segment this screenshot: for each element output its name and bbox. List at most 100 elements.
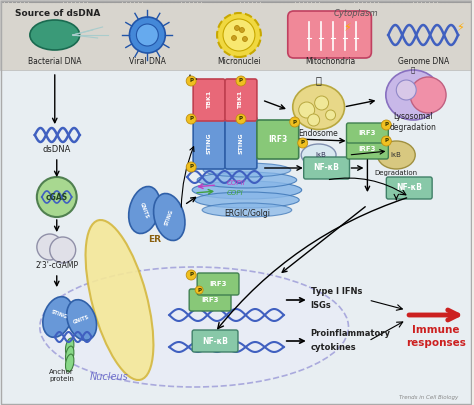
- Ellipse shape: [65, 338, 74, 356]
- Circle shape: [236, 76, 246, 86]
- Text: Degradation: Degradation: [375, 170, 418, 176]
- FancyBboxPatch shape: [346, 139, 388, 159]
- Text: NF-κB: NF-κB: [202, 337, 228, 345]
- Text: GNITS: GNITS: [139, 201, 150, 219]
- Ellipse shape: [40, 267, 348, 387]
- Text: STING: STING: [238, 132, 244, 154]
- FancyBboxPatch shape: [197, 273, 239, 295]
- Text: P: P: [301, 141, 305, 145]
- Text: dsDNA: dsDNA: [43, 145, 71, 154]
- Text: Viral DNA: Viral DNA: [129, 58, 166, 66]
- Text: Source of dsDNA: Source of dsDNA: [15, 9, 100, 19]
- FancyBboxPatch shape: [386, 177, 432, 199]
- Text: STING: STING: [207, 132, 211, 154]
- Circle shape: [50, 237, 76, 263]
- Text: 2'3'-cGAMP: 2'3'-cGAMP: [35, 260, 78, 269]
- Text: Nucleus: Nucleus: [90, 372, 129, 382]
- Text: P: P: [384, 122, 388, 128]
- Text: P: P: [189, 79, 193, 83]
- Text: cGAS: cGAS: [46, 192, 68, 202]
- Circle shape: [298, 138, 308, 148]
- Text: 🦋: 🦋: [411, 67, 415, 73]
- Ellipse shape: [301, 144, 336, 166]
- Circle shape: [382, 120, 392, 130]
- Circle shape: [239, 28, 245, 32]
- Ellipse shape: [65, 354, 74, 372]
- Text: IRF3: IRF3: [210, 281, 227, 287]
- Circle shape: [326, 110, 336, 120]
- Ellipse shape: [192, 181, 301, 199]
- Text: IκB: IκB: [391, 152, 402, 158]
- FancyBboxPatch shape: [189, 289, 231, 311]
- Text: ER: ER: [148, 235, 161, 245]
- Text: Mitochondria: Mitochondria: [305, 58, 356, 66]
- Text: P: P: [189, 273, 193, 277]
- Text: TBK1: TBK1: [238, 91, 244, 109]
- Text: ERGIC/Golgi: ERGIC/Golgi: [224, 209, 270, 217]
- Ellipse shape: [293, 85, 345, 130]
- FancyBboxPatch shape: [257, 120, 299, 159]
- Circle shape: [315, 96, 328, 110]
- Text: COPII: COPII: [227, 180, 246, 186]
- FancyBboxPatch shape: [304, 157, 349, 179]
- Text: IRF3: IRF3: [359, 146, 376, 152]
- Text: Lysosomal
degradation: Lysosomal degradation: [390, 112, 437, 132]
- Ellipse shape: [154, 194, 185, 241]
- Text: COPI: COPI: [227, 190, 244, 196]
- Text: P: P: [197, 288, 201, 292]
- Text: ISGs: ISGs: [310, 301, 331, 309]
- FancyBboxPatch shape: [193, 79, 225, 121]
- Text: P: P: [239, 117, 243, 121]
- Text: Bacterial DNA: Bacterial DNA: [28, 58, 82, 66]
- Ellipse shape: [128, 186, 160, 234]
- Circle shape: [308, 114, 319, 126]
- Text: Trends in Cell Biology: Trends in Cell Biology: [399, 395, 458, 400]
- Circle shape: [236, 114, 246, 124]
- Circle shape: [186, 270, 196, 280]
- FancyBboxPatch shape: [288, 11, 372, 58]
- Text: Anchor
protein: Anchor protein: [49, 369, 74, 382]
- Text: P: P: [189, 164, 193, 170]
- Circle shape: [195, 286, 203, 294]
- Ellipse shape: [43, 297, 73, 337]
- Ellipse shape: [197, 172, 297, 188]
- Text: STING: STING: [48, 309, 68, 325]
- Circle shape: [235, 26, 239, 30]
- FancyBboxPatch shape: [225, 117, 257, 169]
- Circle shape: [396, 80, 416, 100]
- Text: NF-κB: NF-κB: [396, 183, 422, 192]
- Text: Genome DNA: Genome DNA: [398, 58, 449, 66]
- Text: cytokines: cytokines: [310, 343, 356, 352]
- Circle shape: [186, 162, 196, 172]
- Circle shape: [186, 76, 196, 86]
- Circle shape: [186, 114, 196, 124]
- Bar: [0, 70, 472, 405]
- FancyBboxPatch shape: [225, 79, 257, 121]
- Circle shape: [410, 77, 446, 113]
- Circle shape: [243, 36, 247, 41]
- FancyBboxPatch shape: [193, 117, 225, 169]
- Circle shape: [290, 117, 300, 127]
- Text: IRF3: IRF3: [359, 130, 376, 136]
- Ellipse shape: [67, 300, 97, 340]
- Text: Micronuclei: Micronuclei: [217, 58, 261, 66]
- Text: IκB: IκB: [315, 152, 326, 158]
- Text: GNITS: GNITS: [73, 315, 91, 325]
- Text: P: P: [189, 117, 193, 121]
- Text: NF-κB: NF-κB: [314, 164, 339, 173]
- Text: 🦋: 🦋: [316, 75, 321, 85]
- Text: STING: STING: [164, 208, 174, 226]
- Text: P: P: [293, 119, 297, 124]
- Text: Immune: Immune: [412, 325, 460, 335]
- Text: ⚡: ⚡: [343, 23, 350, 33]
- Ellipse shape: [203, 163, 291, 177]
- Text: Cytoplasm: Cytoplasm: [334, 9, 378, 19]
- Circle shape: [223, 19, 255, 51]
- Text: TBK1: TBK1: [207, 91, 211, 109]
- Circle shape: [37, 177, 77, 217]
- Ellipse shape: [386, 70, 441, 120]
- Ellipse shape: [85, 220, 154, 380]
- Circle shape: [37, 234, 63, 260]
- Ellipse shape: [377, 141, 415, 169]
- Text: Type I IFNs: Type I IFNs: [310, 288, 362, 296]
